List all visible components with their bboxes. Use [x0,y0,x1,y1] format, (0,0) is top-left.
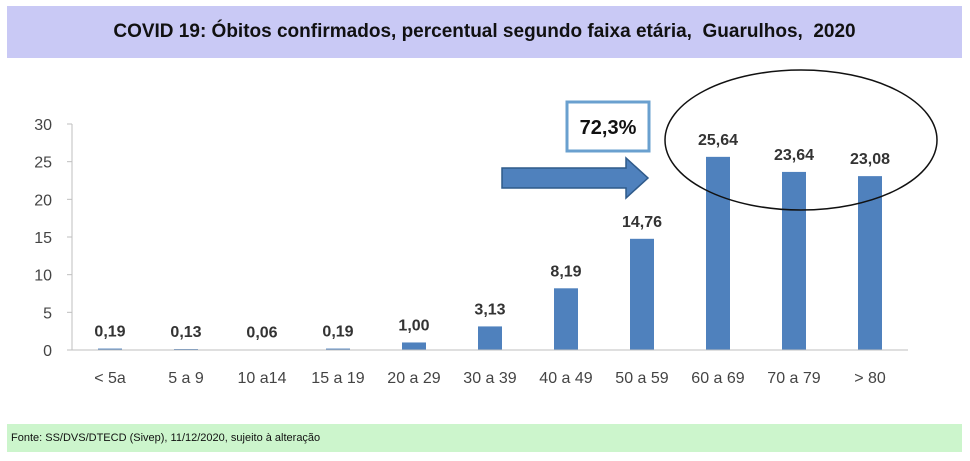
x-tick-label: 60 a 69 [691,370,744,387]
data-label: 1,00 [398,317,429,334]
data-label: 23,64 [774,147,814,164]
data-label: 0,06 [246,325,277,342]
x-tick-label: 30 a 39 [463,370,516,387]
x-tick-label: 5 a 9 [168,370,204,387]
x-tick-label: > 80 [854,370,886,387]
x-tick-label: 50 a 59 [615,370,668,387]
bar [782,171,806,350]
bar [402,342,426,350]
percent-callout-text: 72,3% [580,117,637,139]
bar [478,326,502,350]
y-tick-label: 10 [34,268,52,285]
highlight-ellipse [664,69,938,211]
bar [98,348,122,350]
x-tick-label: 15 a 19 [311,370,364,387]
y-tick-label: 20 [34,192,52,209]
chart-title: COVID 19: Óbitos confirmados, percentual… [113,21,856,42]
percent-callout-box [565,100,651,153]
x-tick-label: 70 a 79 [767,370,820,387]
bar [630,238,654,350]
y-tick-label: 30 [34,117,52,134]
y-tick-label: 15 [34,230,52,247]
source-text: Fonte: SS/DVS/DTECD (Sivep), 11/12/2020,… [11,432,321,444]
data-label: 0,19 [94,324,125,341]
data-label: 0,19 [322,324,353,341]
data-label: 25,64 [698,132,738,149]
bar [706,156,730,350]
y-axis: 0 5 10 15 20 25 30 [34,117,73,360]
y-tick-label: 0 [43,343,52,360]
arrow-icon [501,156,650,200]
y-tick-label: 25 [34,155,52,172]
source-bar: Fonte: SS/DVS/DTECD (Sivep), 11/12/2020,… [7,424,962,452]
data-labels: 0,19 0,13 0,06 0,19 1,00 3,13 8,19 14,76 25,64 23… [94,132,890,342]
data-label: 8,19 [550,263,581,280]
data-label: 3,13 [474,301,505,318]
title-bar: COVID 19: Óbitos confirmados, percentual… [7,6,962,58]
data-label: 23,08 [850,151,890,168]
bar [858,176,882,350]
x-tick-label: 40 a 49 [539,370,592,387]
data-label: 0,13 [170,324,201,341]
bar [554,288,578,350]
x-tick-label: 20 a 29 [387,370,440,387]
y-tick-label: 5 [43,305,52,322]
x-axis: < 5a 5 a 9 10 a14 15 a 19 20 a 29 30 a 39 40 a… [72,349,908,387]
data-label: 14,76 [622,214,662,231]
bar [326,348,350,350]
x-tick-label: 10 a14 [238,370,287,387]
x-tick-label: < 5a [94,370,126,387]
bars [98,156,882,351]
